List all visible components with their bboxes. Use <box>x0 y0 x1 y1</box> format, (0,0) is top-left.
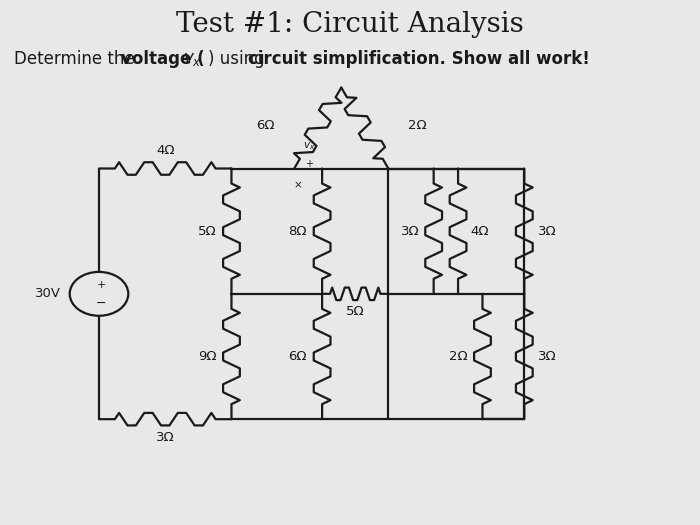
Text: 3Ω: 3Ω <box>156 430 174 444</box>
Text: 3Ω: 3Ω <box>538 225 557 238</box>
Text: Test #1: Circuit Analysis: Test #1: Circuit Analysis <box>176 12 524 38</box>
Text: +: + <box>305 159 314 169</box>
Text: 8Ω: 8Ω <box>288 225 307 238</box>
Text: 2Ω: 2Ω <box>449 350 467 363</box>
Text: 5Ω: 5Ω <box>346 306 365 318</box>
Text: ) using: ) using <box>209 50 270 68</box>
Text: $\mathit{v}_x$: $\mathit{v}_x$ <box>183 50 202 68</box>
Text: +: + <box>97 280 106 290</box>
Text: Determine the: Determine the <box>14 50 140 68</box>
Text: 4Ω: 4Ω <box>156 144 174 157</box>
Text: 2Ω: 2Ω <box>408 119 426 132</box>
Text: 6Ω: 6Ω <box>288 350 307 363</box>
Text: ×: × <box>293 180 302 190</box>
Text: $v_x$: $v_x$ <box>302 140 315 152</box>
Text: 30V: 30V <box>35 287 61 300</box>
Text: voltage (: voltage ( <box>121 50 205 68</box>
Text: 3Ω: 3Ω <box>538 350 557 363</box>
Text: 4Ω: 4Ω <box>470 225 489 238</box>
Text: 3Ω: 3Ω <box>401 225 420 238</box>
Text: 6Ω: 6Ω <box>256 119 274 132</box>
Text: −: − <box>96 297 106 310</box>
Text: 5Ω: 5Ω <box>197 225 216 238</box>
Text: circuit simplification. Show all work!: circuit simplification. Show all work! <box>248 50 589 68</box>
Text: 9Ω: 9Ω <box>197 350 216 363</box>
